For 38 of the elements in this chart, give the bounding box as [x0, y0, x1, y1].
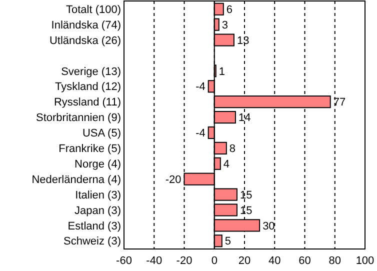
- y-tick-label: Tyskland (12): [54, 81, 121, 94]
- data-label: 4: [223, 158, 230, 170]
- x-tick-label: 100: [356, 255, 374, 267]
- data-label: 14: [238, 112, 251, 124]
- y-tick-label: Totalt (100): [66, 4, 121, 16]
- data-label: 1: [218, 66, 226, 78]
- data-label: 5: [224, 236, 232, 248]
- y-tick-label: Frankrike (5): [58, 143, 121, 156]
- y-tick-label: Sverige (13): [61, 66, 121, 78]
- data-label: -20: [165, 174, 182, 186]
- y-tick-label: Schweiz (3): [64, 236, 121, 248]
- data-label: 8: [229, 143, 236, 156]
- data-label: 3: [222, 19, 228, 32]
- x-tick-label: 40: [268, 255, 281, 267]
- x-tick-label: 0: [211, 255, 218, 267]
- data-label: 6: [226, 4, 233, 16]
- y-tick-label: Utländska (26): [49, 34, 121, 47]
- y-tick-label: Inländska (74): [51, 19, 121, 32]
- x-tick-label: 80: [328, 255, 341, 267]
- data-label: 15: [240, 189, 252, 202]
- y-tick-label: Estland (3): [68, 220, 121, 232]
- data-label: -4: [196, 128, 206, 140]
- data-label: 77: [333, 96, 346, 109]
- data-label: -4: [196, 81, 206, 94]
- x-tick-label: 20: [238, 255, 251, 267]
- y-tick-label: Storbritannien (9): [36, 112, 121, 124]
- y-tick-label: Italien (3): [75, 189, 121, 202]
- x-tick-label: -20: [176, 255, 192, 267]
- y-tick-label: Japan (3): [74, 204, 121, 217]
- y-tick-label: Norge (4): [74, 158, 121, 170]
- x-tick-label: 60: [298, 255, 311, 267]
- y-tick-label: Ryssland (11): [54, 96, 121, 109]
- y-tick-label: USA (5): [82, 128, 121, 140]
- x-tick-label: -40: [146, 255, 162, 267]
- data-label: 15: [240, 204, 252, 217]
- x-tick-label: -60: [116, 255, 132, 267]
- data-label: 30: [262, 220, 275, 232]
- y-tick-label: Nederländerna (4): [32, 174, 121, 186]
